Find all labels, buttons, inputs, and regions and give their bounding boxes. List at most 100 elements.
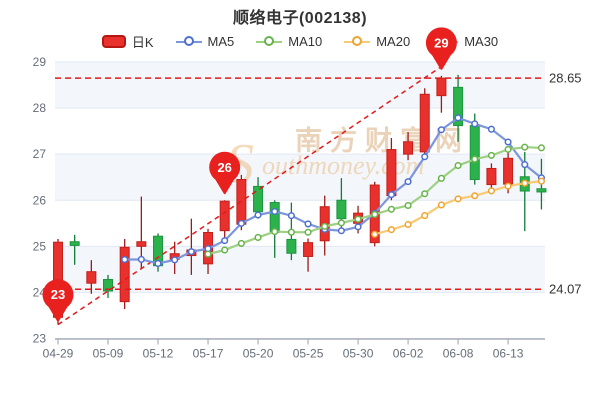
candle-06-07: [436, 75, 447, 113]
ma20-marker: [404, 220, 412, 229]
ma10-marker: [321, 222, 329, 230]
candle-05-30: [353, 205, 364, 234]
ma5-marker: [137, 255, 145, 263]
candle-05-09: [103, 274, 114, 298]
price-line-label: 28.65: [549, 71, 582, 86]
grid-band: [55, 62, 545, 109]
ma5-marker: [154, 259, 162, 268]
ma20-marker: [537, 177, 545, 185]
y-axis-label: 25: [33, 239, 47, 253]
ma5-marker: [271, 207, 279, 216]
candle-06-09: [469, 113, 480, 185]
x-axis-label: 05-30: [343, 347, 374, 361]
ma10-marker: [221, 246, 229, 254]
legend-item-MA10[interactable]: MA10: [256, 34, 322, 49]
legend-label: MA30: [464, 34, 499, 49]
y-axis-label: 27: [33, 147, 47, 161]
legend-label: MA20: [376, 34, 411, 49]
grid-band: [55, 246, 545, 293]
y-axis-label: 23: [33, 332, 47, 346]
ma10-line: [204, 143, 545, 258]
candle-06-01: [386, 138, 397, 201]
candle-06-06: [419, 88, 430, 159]
legend-item-MA30[interactable]: MA30: [432, 34, 498, 49]
ma10-marker: [421, 190, 429, 198]
legend-label: 日K: [131, 35, 154, 50]
candle-05-23: [269, 200, 280, 258]
price-line-label: 24.07: [549, 282, 582, 297]
ma5-marker: [437, 126, 445, 134]
ma5-marker: [221, 237, 229, 245]
candle-06-02: [403, 132, 414, 161]
ma5-marker: [387, 191, 395, 199]
trend-line: [57, 65, 442, 326]
ma20-marker: [487, 187, 495, 195]
svg-text:S: S: [226, 133, 254, 195]
ma5-marker: [254, 211, 262, 219]
x-axis-label: 06-08: [443, 347, 474, 361]
svg-text:23: 23: [51, 287, 65, 302]
candle-05-24: [286, 202, 297, 261]
candlestick-swatch-icon: [101, 35, 126, 48]
ma20-marker: [437, 201, 445, 209]
candle-05-20: [253, 177, 264, 219]
ma10-marker: [271, 228, 279, 236]
ma5-marker: [171, 256, 179, 264]
legend-item-日K[interactable]: 日K: [101, 32, 154, 51]
ma10-marker: [304, 228, 312, 236]
ma5-marker: [354, 223, 362, 231]
x-axis-label: 06-02: [393, 347, 424, 361]
ma10-marker: [504, 145, 512, 153]
ma5-marker: [204, 245, 212, 253]
ma10-marker: [254, 233, 262, 241]
ma5-marker: [237, 219, 245, 227]
x-axis-label: 05-20: [243, 347, 274, 361]
candle-06-10: [486, 163, 497, 194]
ma10-marker: [404, 201, 412, 210]
candle-05-13: [169, 241, 180, 274]
chart-legend: 日K MA5 MA10 MA20 MA30: [0, 32, 600, 51]
ma20-marker: [454, 195, 462, 203]
x-axis-label: 05-12: [143, 347, 174, 361]
y-axis-label: 28: [33, 101, 47, 115]
y-axis-label: 29: [33, 55, 47, 69]
ma5-marker: [537, 174, 545, 182]
ma5-marker: [337, 227, 345, 235]
legend-item-MA20[interactable]: MA20: [344, 34, 410, 49]
ma20-marker: [471, 192, 479, 200]
candle-05-06: [86, 260, 97, 294]
ma20-marker: [387, 226, 395, 234]
candle-05-10: [119, 238, 130, 310]
y-axis-label: 24: [33, 285, 47, 299]
ma10-marker: [487, 151, 495, 159]
y-axis-label: 26: [33, 193, 47, 207]
legend-item-MA5[interactable]: MA5: [175, 34, 234, 49]
ma20-line-icon: [344, 36, 371, 47]
svg-text:outhmoney.com: outhmoney.com: [262, 151, 424, 180]
ma5-marker: [121, 255, 129, 264]
ma5-marker: [371, 209, 379, 217]
ma10-marker: [521, 143, 529, 151]
ma5-marker: [421, 153, 429, 161]
ma10-marker: [204, 250, 212, 258]
ma20-marker: [521, 179, 529, 187]
ma5-marker: [404, 178, 412, 186]
ma10-marker: [337, 219, 345, 227]
candle-06-08: [453, 74, 464, 142]
candle-04-29: [53, 238, 63, 325]
candle-05-12: [153, 233, 164, 272]
x-axis-label: 05-09: [93, 347, 124, 361]
candle-06-15: [536, 158, 547, 210]
price-balloon-23: 23: [42, 279, 74, 322]
candle-05-18: [219, 200, 230, 239]
ma10-marker: [471, 155, 479, 163]
ma5-marker: [471, 120, 479, 128]
ma10-line-icon: [256, 36, 283, 47]
watermark: 南方财富网 S outhmoney.com: [226, 125, 462, 195]
ma5-marker: [321, 225, 329, 233]
ma10-marker: [387, 205, 395, 213]
ma20-line: [371, 177, 545, 238]
candle-05-11: [136, 196, 147, 270]
